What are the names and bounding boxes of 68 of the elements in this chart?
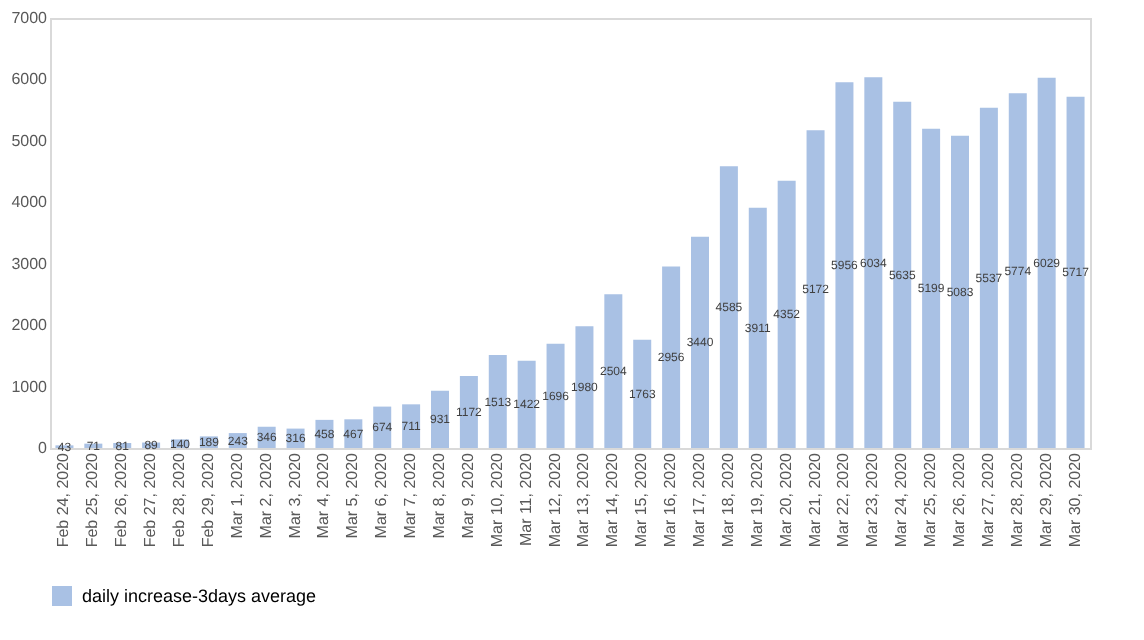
bar (633, 339, 652, 448)
bar (748, 207, 767, 448)
x-tick-label: Mar 23, 2020 (863, 451, 882, 548)
y-tick-label: 3000 (11, 254, 49, 273)
bar (662, 266, 681, 448)
bar (777, 180, 796, 448)
x-tick-label: Mar 3, 2020 (285, 451, 304, 539)
x-tick-label: Mar 22, 2020 (834, 451, 853, 548)
x-tick-label: Mar 20, 2020 (776, 451, 795, 548)
bar (922, 128, 941, 448)
legend-label: daily increase-3days average (82, 586, 317, 606)
bar (835, 82, 854, 448)
x-tick-label: Mar 14, 2020 (603, 451, 622, 548)
x-tick-label: Mar 13, 2020 (574, 451, 593, 548)
x-tick-label: Mar 16, 2020 (661, 451, 680, 548)
x-tick-label: Feb 28, 2020 (170, 451, 188, 548)
bar (806, 130, 825, 448)
x-tick-label: Mar 25, 2020 (921, 451, 940, 548)
x-tick-label: Mar 4, 2020 (314, 451, 333, 539)
bar (575, 326, 594, 448)
y-tick-label: 1000 (11, 377, 49, 396)
bar (1037, 77, 1056, 448)
x-tick-label: Mar 26, 2020 (950, 451, 968, 548)
x-tick-label: Mar 30, 2020 (1065, 451, 1084, 548)
x-tick-label: Mar 11, 2020 (516, 451, 535, 547)
y-tick-label: 5000 (11, 131, 49, 150)
bar (1066, 96, 1085, 448)
x-tick-label: Mar 8, 2020 (430, 451, 448, 539)
bar (864, 77, 883, 448)
bar (604, 294, 623, 448)
x-tick-label: Mar 1, 2020 (227, 451, 246, 539)
bar (951, 135, 969, 448)
x-tick-label: Mar 12, 2020 (545, 451, 564, 548)
y-tick-label: 7000 (11, 9, 49, 27)
x-tick-label: Mar 29, 2020 (1036, 451, 1055, 548)
x-tick-label: Feb 24, 2020 (54, 451, 73, 548)
x-tick-label: Mar 28, 2020 (1007, 451, 1026, 548)
x-tick-label: Feb 29, 2020 (198, 451, 217, 548)
x-tick-label: Mar 6, 2020 (372, 451, 391, 539)
x-tick-label: Feb 27, 2020 (141, 451, 160, 548)
bar (517, 360, 536, 448)
bar (691, 236, 709, 448)
bar (546, 343, 565, 448)
bar (402, 404, 421, 448)
y-tick-label: 2000 (11, 316, 49, 335)
x-tick-label: Mar 24, 2020 (892, 451, 911, 548)
x-tick-label: Feb 26, 2020 (112, 451, 131, 548)
y-tick-label: 0 (38, 439, 49, 457)
x-tick-label: Mar 17, 2020 (690, 451, 708, 548)
y-tick-label: 4000 (11, 193, 49, 212)
x-tick-label: Mar 7, 2020 (401, 451, 420, 539)
bar (979, 107, 998, 448)
x-tick-label: Mar 18, 2020 (718, 451, 737, 548)
x-tick-label: Mar 15, 2020 (632, 451, 651, 548)
x-tick-label: Mar 27, 2020 (978, 451, 997, 548)
x-tick-label: Mar 2, 2020 (256, 451, 275, 539)
bar (459, 376, 478, 448)
x-tick-label: Mar 19, 2020 (747, 451, 766, 548)
x-tick-label: Mar 10, 2020 (487, 451, 506, 548)
bar (488, 355, 507, 448)
x-tick-label: Mar 21, 2020 (805, 451, 824, 548)
x-tick-label: Feb 25, 2020 (83, 451, 102, 548)
bar (893, 101, 912, 448)
x-tick-label: Mar 5, 2020 (343, 451, 362, 539)
x-tick-label: Mar 9, 2020 (458, 451, 477, 539)
y-tick-label: 6000 (11, 70, 49, 89)
bar (1008, 93, 1027, 448)
bar (719, 166, 738, 448)
